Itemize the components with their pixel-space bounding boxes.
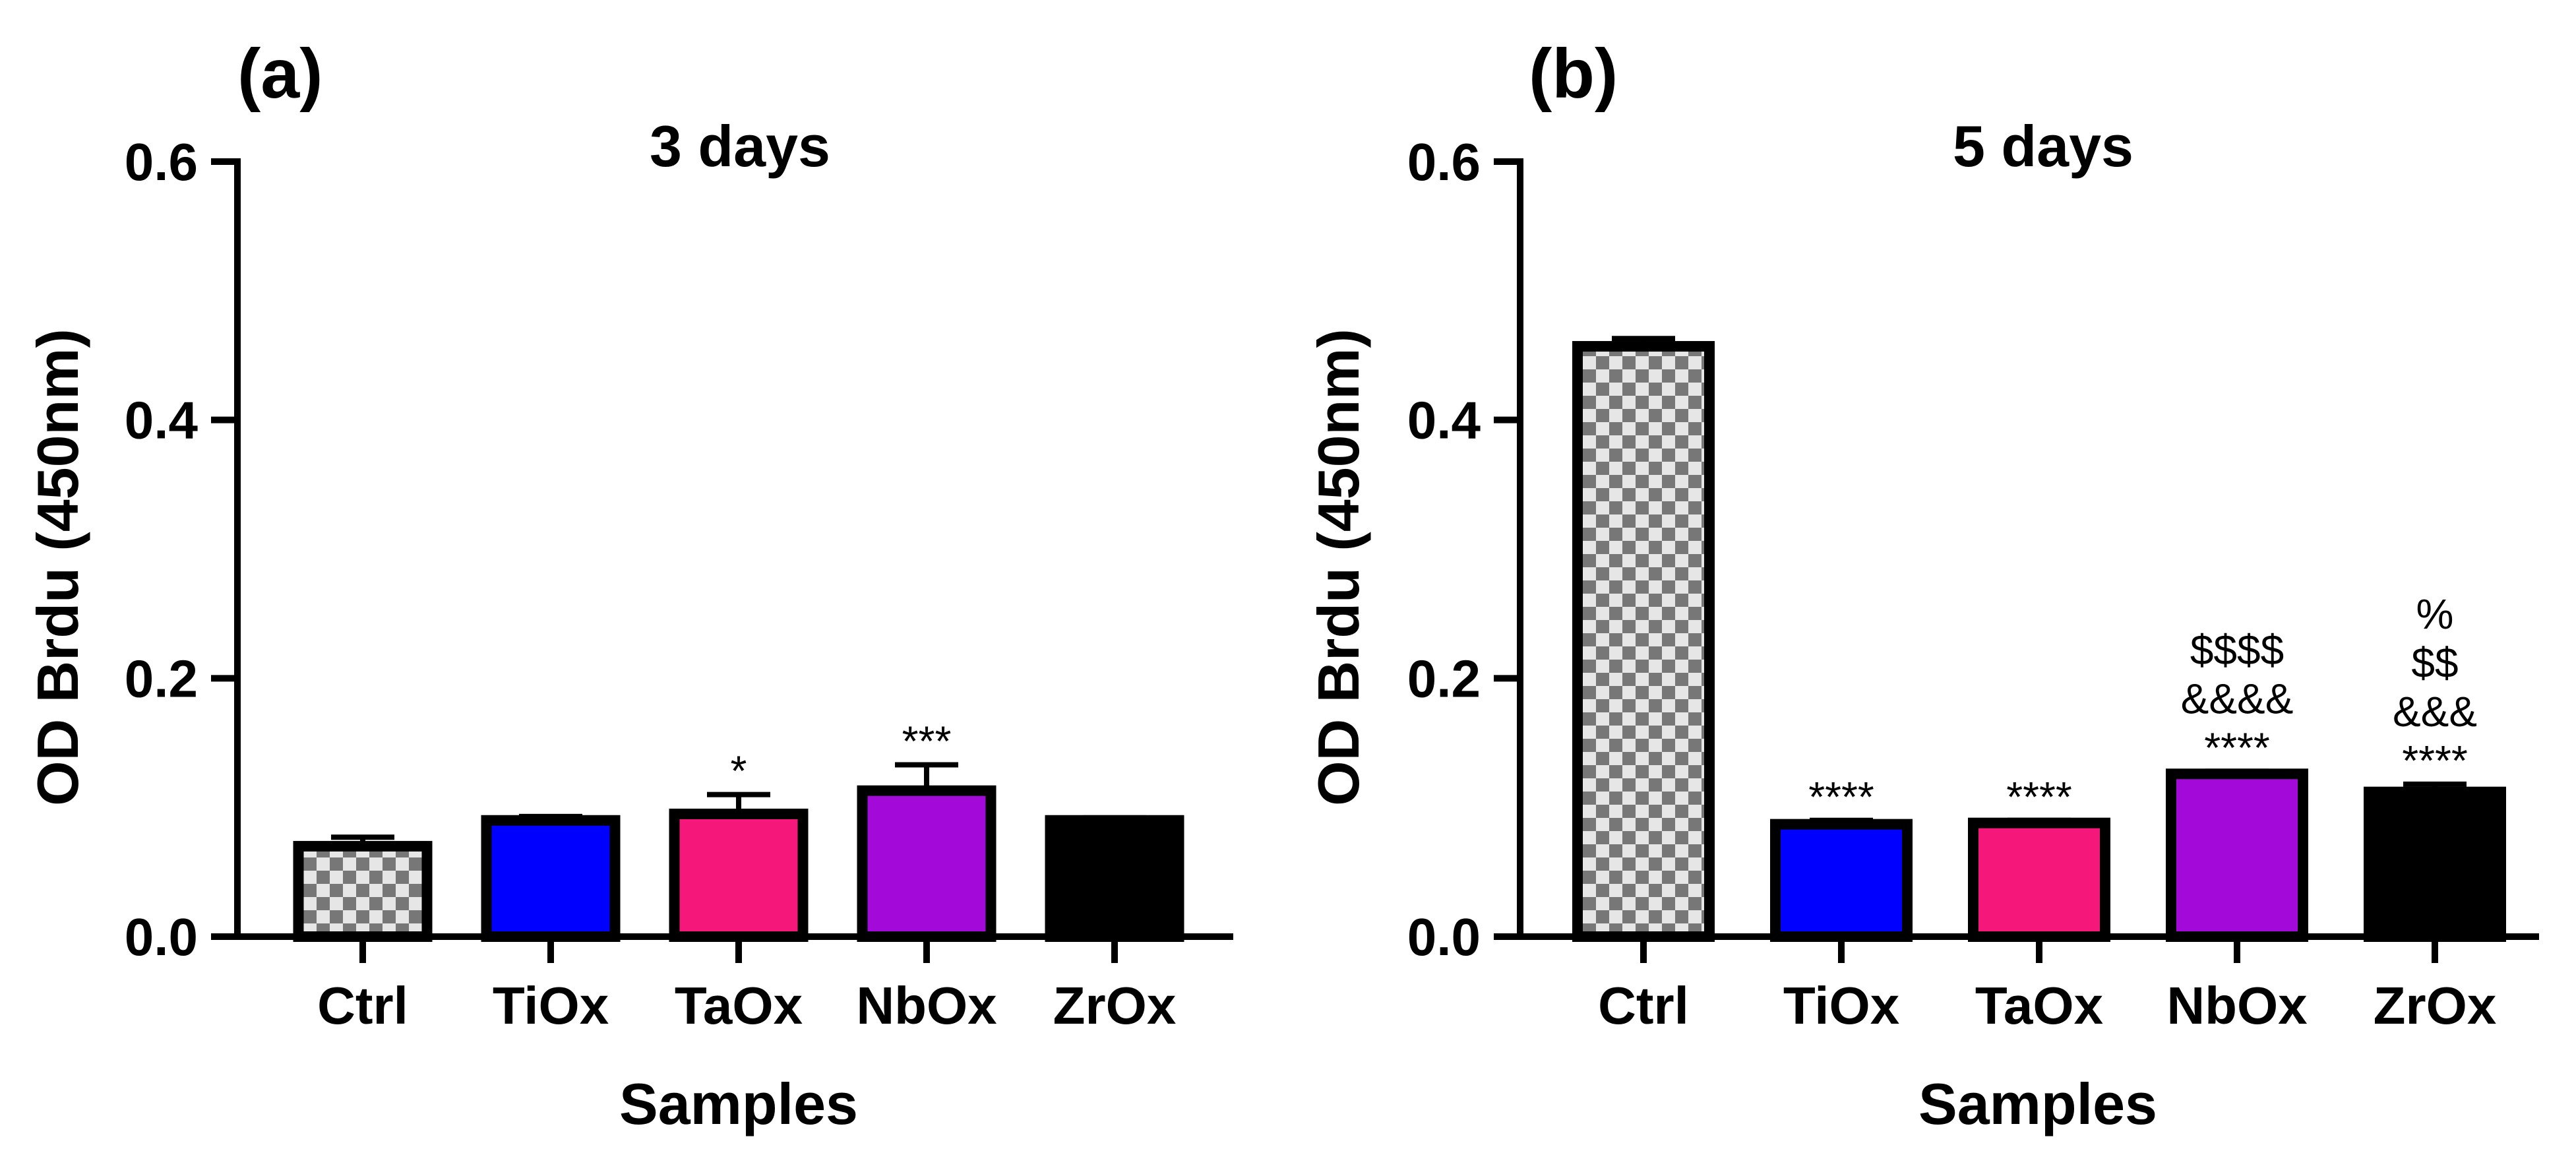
panel-a-bar-tiox xyxy=(481,815,621,942)
panel-b-sig-label-zrox: $$ xyxy=(2411,639,2458,687)
panel-a-label: (a) xyxy=(237,35,323,113)
panel-b-x-tick-label-taox: TaOx xyxy=(1975,976,2103,1035)
panel-b-x-axis-label: Samples xyxy=(1918,1071,2157,1136)
panel-a-sig-label-taox: * xyxy=(731,747,747,795)
panel-a-bar-nbox xyxy=(857,785,997,943)
panel-a-y-tick-label: 0.2 xyxy=(125,649,198,708)
panel-b-axes xyxy=(1517,158,2539,940)
panel-a-chart: (a) 3 days OD Brdu (450nm) Samples 0.00.… xyxy=(25,35,1233,1136)
panel-b-bar-taox xyxy=(1968,817,2110,942)
panel-b-sig-label-nbox: $$$$ xyxy=(2190,626,2284,673)
panel-a-y-tick-label: 0.0 xyxy=(125,908,198,966)
panel-a-title: 3 days xyxy=(650,113,830,179)
panel-a-sig-label-nbox: *** xyxy=(902,718,952,765)
panel-b-sig-label-zrox: **** xyxy=(2402,737,2468,784)
panel-b-y-tick-label: 0.6 xyxy=(1407,133,1481,191)
panel-a-x-tick-label-tiox: TiOx xyxy=(493,976,609,1035)
panel-b-bar-zrox xyxy=(2364,786,2506,942)
panel-b-x-tick-label-zrox: ZrOx xyxy=(2374,976,2497,1035)
panel-a-y-axis-label: OD Brdu (450nm) xyxy=(25,328,90,806)
panel-a-axes xyxy=(234,158,1233,940)
panel-a-x-tick-label-zrox: ZrOx xyxy=(1053,976,1177,1035)
panel-b-y-tick-label: 0.2 xyxy=(1407,649,1481,708)
panel-b-sig-label-nbox: **** xyxy=(2204,724,2270,771)
panel-b-bar-tiox xyxy=(1770,819,1913,942)
panel-a-x-ticks: Ctrl TiOx TaOx NbOx ZrOx xyxy=(317,937,1176,1035)
panel-b-x-tick-label-tiox: TiOx xyxy=(1783,976,1899,1035)
panel-a-x-tick-label-taox: TaOx xyxy=(675,976,803,1035)
panel-b-title: 5 days xyxy=(1953,113,2133,179)
panel-b-x-ticks: Ctrl TiOx TaOx NbOx ZrOx xyxy=(1598,937,2496,1035)
panel-b-y-axis-label: OD Brdu (450nm) xyxy=(1306,328,1371,806)
panel-b-bars: **** ********&&&&$$$$****&&&$$% xyxy=(1572,336,2506,942)
panel-a-y-ticks: 0.0 0.2 0.4 0.6 xyxy=(125,133,237,966)
panel-a-x-axis-label: Samples xyxy=(619,1071,858,1136)
panel-b-y-tick-label: 0.0 xyxy=(1407,908,1481,966)
panel-a-x-tick-label-ctrl: Ctrl xyxy=(317,976,408,1035)
panel-a-x-tick-label-nbox: NbOx xyxy=(856,976,997,1035)
panel-b-label: (b) xyxy=(1529,35,1618,113)
panel-a-bar-zrox xyxy=(1045,815,1184,942)
panel-b-y-tick-label: 0.4 xyxy=(1407,391,1481,450)
panel-b-y-ticks: 0.0 0.2 0.4 0.6 xyxy=(1407,133,1520,966)
panel-b-x-tick-label-nbox: NbOx xyxy=(2166,976,2307,1035)
panel-a-bar-taox xyxy=(669,808,809,943)
panel-b-bar-ctrl xyxy=(1572,341,1715,942)
panel-b-sig-label-taox: **** xyxy=(2006,773,2072,821)
panel-b-sig-label-zrox: % xyxy=(2416,590,2454,638)
panel-a-y-tick-label: 0.6 xyxy=(125,133,198,191)
panel-a-bar-ctrl xyxy=(293,840,433,942)
panel-a-bars: **** xyxy=(293,718,1184,943)
panel-b-sig-label-nbox: &&&& xyxy=(2181,675,2294,722)
panel-b-sig-label-tiox: **** xyxy=(1808,773,1874,821)
panel-b-x-tick-label-ctrl: Ctrl xyxy=(1598,976,1689,1035)
panel-a-y-tick-label: 0.4 xyxy=(125,391,199,450)
panel-b-bar-nbox xyxy=(2166,768,2308,942)
panel-b-chart: (b) 5 days OD Brdu (450nm) Samples 0.00.… xyxy=(1306,35,2539,1136)
panel-b-sig-label-zrox: &&& xyxy=(2393,688,2477,735)
